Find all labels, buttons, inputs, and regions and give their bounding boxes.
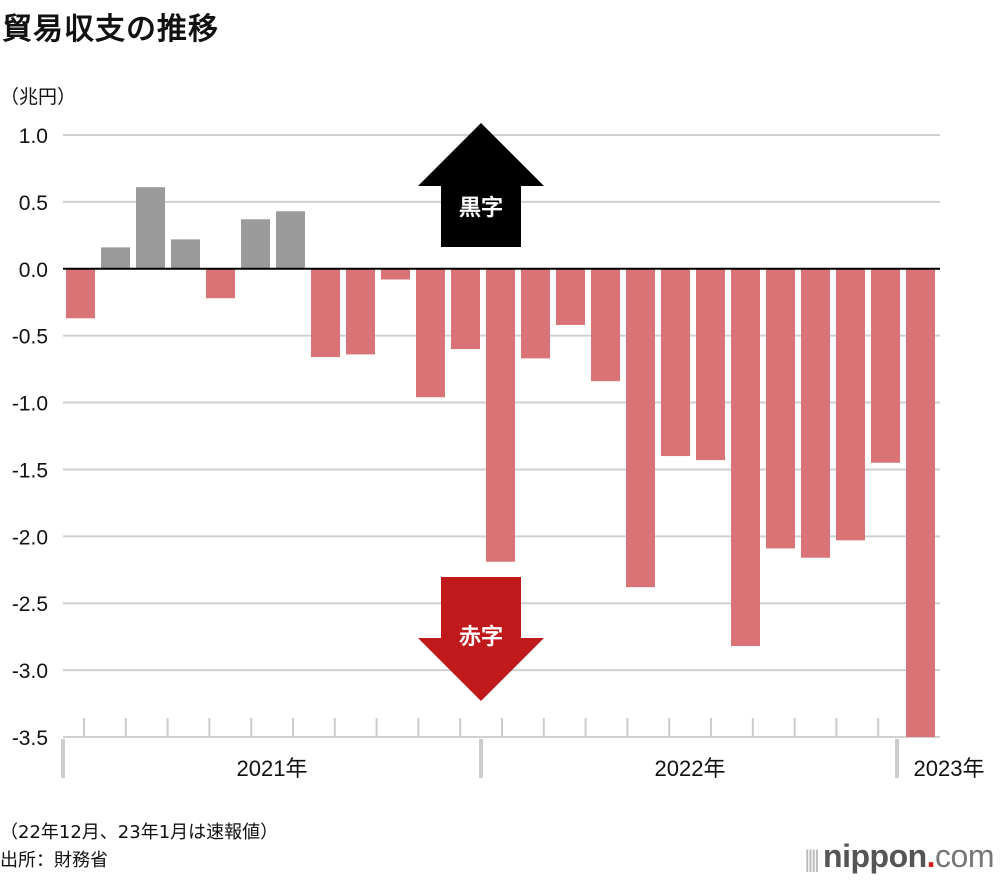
bar-2022-08 [731,268,760,647]
bar-2023-01 [906,268,935,737]
bar-2021-01 [66,268,95,319]
bar-2021-12 [451,268,480,350]
y-tick-label: 0.0 [19,259,48,282]
bar-2022-10 [801,268,830,558]
bar-2021-05 [206,268,235,299]
y-tick-label: 0.5 [19,192,48,215]
bar-2022-09 [766,268,795,549]
bar-2021-11 [416,268,445,398]
bar-2021-04 [171,239,200,269]
y-tick-label: 1.0 [19,125,48,148]
bar-2022-11 [836,268,865,541]
surplus-up-arrow-icon [418,123,544,247]
chart-title: 貿易収支の推移 [2,12,219,47]
bar-2021-08 [311,268,340,358]
logo-suffix: com [935,838,994,874]
y-tick-label: -2.0 [12,526,48,549]
logo-dot: . [926,838,936,874]
y-axis-unit: （兆円） [0,86,77,108]
year-label: 2023年 [914,756,985,781]
y-tick-label: -0.5 [12,326,48,349]
bar-2021-03 [136,187,165,269]
y-tick-label: -1.5 [12,459,48,482]
bar-2022-03 [556,268,585,325]
bar-2022-07 [696,268,725,461]
bar-2021-02 [101,247,130,269]
year-label: 2021年 [237,756,308,781]
bar-2022-02 [521,268,550,359]
year-label: 2022年 [655,756,726,781]
bar-2021-06 [241,219,270,269]
source: 出所：財務省 [0,850,108,871]
bar-2022-05 [626,268,655,588]
footnote: （22年12月、23年1月は速報値） [0,822,279,843]
bar-2022-04 [591,268,620,382]
nippon-logo: |||| nippon.com [804,838,994,874]
bar-2022-12 [871,268,900,463]
bar-2022-06 [661,268,690,457]
y-tick-label: -3.0 [12,660,48,683]
bar-2021-10 [381,268,410,280]
surplus-label: 黒字 [459,195,503,220]
deficit-down-arrow-icon [418,577,544,701]
bar-2021-09 [346,268,375,355]
bar-2022-01 [486,268,515,562]
bar-2021-07 [276,211,305,269]
y-tick-label: -2.5 [12,593,48,616]
logo-name: nippon [823,838,927,874]
y-tick-label: -3.5 [12,727,48,750]
y-tick-label: -1.0 [12,393,48,416]
deficit-label: 赤字 [459,624,503,649]
